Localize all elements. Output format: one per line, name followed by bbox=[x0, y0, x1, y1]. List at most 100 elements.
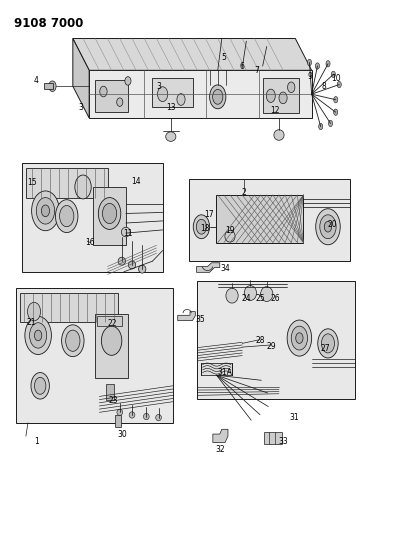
Text: 5: 5 bbox=[222, 53, 226, 62]
Ellipse shape bbox=[35, 330, 42, 341]
Ellipse shape bbox=[36, 198, 55, 224]
Text: 17: 17 bbox=[204, 210, 214, 219]
Ellipse shape bbox=[287, 320, 312, 356]
Ellipse shape bbox=[279, 92, 287, 104]
Text: 31A: 31A bbox=[218, 368, 233, 377]
Ellipse shape bbox=[117, 98, 123, 107]
Ellipse shape bbox=[102, 204, 117, 223]
Bar bbox=[264, 432, 282, 444]
Bar bbox=[115, 415, 121, 426]
Text: 30: 30 bbox=[117, 430, 127, 439]
Text: 28: 28 bbox=[255, 336, 265, 345]
Bar bbox=[152, 78, 193, 108]
Ellipse shape bbox=[157, 87, 168, 102]
Bar bbox=[106, 384, 115, 400]
Ellipse shape bbox=[225, 230, 235, 242]
Text: 34: 34 bbox=[220, 264, 230, 272]
Text: 3: 3 bbox=[156, 82, 161, 91]
Ellipse shape bbox=[196, 219, 206, 234]
Ellipse shape bbox=[117, 409, 122, 416]
Text: 18: 18 bbox=[200, 224, 210, 233]
Polygon shape bbox=[16, 288, 173, 423]
Text: 9108 7000: 9108 7000 bbox=[14, 17, 83, 30]
Text: 11: 11 bbox=[123, 229, 133, 238]
Ellipse shape bbox=[320, 215, 336, 239]
Text: 26: 26 bbox=[270, 294, 280, 303]
Text: 15: 15 bbox=[27, 178, 37, 187]
Ellipse shape bbox=[261, 287, 273, 302]
Ellipse shape bbox=[337, 82, 341, 88]
Ellipse shape bbox=[212, 90, 223, 104]
Ellipse shape bbox=[319, 123, 323, 130]
Ellipse shape bbox=[331, 71, 335, 78]
Ellipse shape bbox=[55, 200, 78, 232]
Ellipse shape bbox=[98, 198, 121, 229]
Ellipse shape bbox=[326, 61, 330, 67]
Polygon shape bbox=[213, 429, 228, 442]
Ellipse shape bbox=[156, 415, 162, 421]
Text: 4: 4 bbox=[34, 76, 39, 85]
Ellipse shape bbox=[334, 96, 338, 103]
Ellipse shape bbox=[244, 286, 256, 301]
Bar bbox=[95, 314, 128, 378]
Text: 6: 6 bbox=[240, 62, 245, 71]
Polygon shape bbox=[189, 179, 351, 261]
Ellipse shape bbox=[210, 85, 226, 109]
Ellipse shape bbox=[296, 333, 303, 343]
Ellipse shape bbox=[324, 221, 332, 232]
Ellipse shape bbox=[321, 334, 335, 353]
Ellipse shape bbox=[60, 206, 74, 227]
Ellipse shape bbox=[129, 412, 135, 418]
Polygon shape bbox=[201, 363, 232, 375]
Bar bbox=[93, 187, 126, 245]
Text: 10: 10 bbox=[331, 74, 341, 83]
Ellipse shape bbox=[266, 89, 275, 102]
Text: 7: 7 bbox=[254, 66, 259, 75]
Text: 2: 2 bbox=[242, 188, 247, 197]
Ellipse shape bbox=[316, 209, 340, 245]
Text: 14: 14 bbox=[131, 177, 141, 186]
Text: 13: 13 bbox=[166, 103, 175, 112]
Ellipse shape bbox=[177, 94, 185, 106]
Text: 31: 31 bbox=[290, 413, 299, 422]
Ellipse shape bbox=[334, 109, 338, 115]
Polygon shape bbox=[196, 263, 220, 272]
Bar bbox=[20, 293, 118, 322]
Ellipse shape bbox=[288, 82, 295, 93]
Ellipse shape bbox=[193, 215, 210, 239]
Text: 25: 25 bbox=[256, 294, 266, 303]
Ellipse shape bbox=[125, 77, 131, 85]
Ellipse shape bbox=[32, 191, 59, 231]
Text: 1: 1 bbox=[34, 437, 39, 446]
Ellipse shape bbox=[62, 325, 84, 357]
Ellipse shape bbox=[75, 175, 91, 199]
Ellipse shape bbox=[25, 317, 51, 354]
Text: 27: 27 bbox=[320, 344, 330, 353]
Text: 3: 3 bbox=[79, 103, 83, 112]
Bar bbox=[263, 78, 299, 113]
Text: 33: 33 bbox=[278, 437, 288, 446]
Ellipse shape bbox=[121, 227, 130, 237]
Polygon shape bbox=[73, 38, 312, 70]
Ellipse shape bbox=[128, 261, 136, 269]
Ellipse shape bbox=[100, 86, 107, 97]
Text: 20: 20 bbox=[327, 220, 337, 229]
Ellipse shape bbox=[318, 329, 338, 358]
Text: 22: 22 bbox=[108, 319, 117, 328]
Ellipse shape bbox=[307, 59, 312, 66]
Ellipse shape bbox=[28, 302, 41, 321]
Text: 35: 35 bbox=[196, 315, 206, 324]
Text: 21: 21 bbox=[26, 318, 35, 327]
Text: 9: 9 bbox=[307, 72, 312, 81]
Ellipse shape bbox=[143, 414, 149, 419]
Polygon shape bbox=[197, 281, 355, 399]
Polygon shape bbox=[178, 312, 195, 320]
Ellipse shape bbox=[66, 330, 80, 351]
Bar bbox=[44, 83, 53, 90]
Text: 8: 8 bbox=[321, 82, 326, 91]
Text: 19: 19 bbox=[225, 227, 235, 236]
Text: 16: 16 bbox=[85, 238, 95, 247]
Ellipse shape bbox=[118, 257, 125, 265]
Ellipse shape bbox=[274, 130, 284, 140]
Bar bbox=[216, 195, 303, 243]
